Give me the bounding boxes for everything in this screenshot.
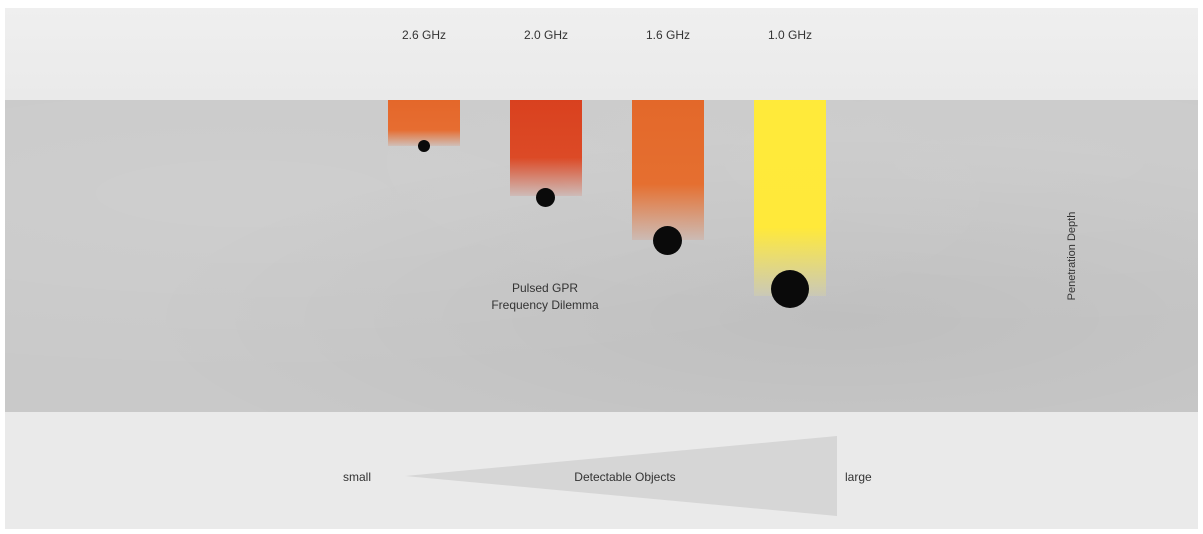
- object-dot-2-6ghz: [418, 140, 430, 152]
- penetration-depth-label: Penetration Depth: [1066, 211, 1078, 301]
- title-line-2: Frequency Dilemma: [491, 298, 599, 312]
- object-dot-1-6ghz: [653, 226, 682, 255]
- title-line-1: Pulsed GPR: [511, 281, 579, 295]
- concrete-section: [5, 100, 1198, 412]
- freq-label-2-6ghz: 2.6 GHz: [401, 28, 446, 42]
- air-band: [5, 8, 1198, 100]
- freq-label-2-0ghz: 2.0 GHz: [523, 28, 568, 42]
- large-label: large: [845, 470, 872, 484]
- penetration-bar-1-6ghz: [632, 100, 704, 240]
- small-label: small: [343, 470, 372, 484]
- freq-label-1-0ghz: 1.0 GHz: [767, 28, 812, 42]
- diagram-title: Pulsed GPR Frequency Dilemma: [465, 280, 625, 314]
- penetration-bar-2-6ghz: [388, 100, 460, 146]
- diagram-frame: 2.6 GHz 2.0 GHz 1.6 GHz 1.0 GHz Pulsed G…: [5, 8, 1198, 529]
- object-dot-2-0ghz: [536, 188, 555, 207]
- penetration-bar-1-0ghz: [754, 100, 826, 296]
- detectable-objects-label: Detectable Objects: [574, 470, 676, 484]
- detectable-objects-wedge: [405, 436, 837, 516]
- freq-label-1-6ghz: 1.6 GHz: [645, 28, 690, 42]
- penetration-bar-2-0ghz: [510, 100, 582, 196]
- object-dot-1-0ghz: [771, 270, 809, 308]
